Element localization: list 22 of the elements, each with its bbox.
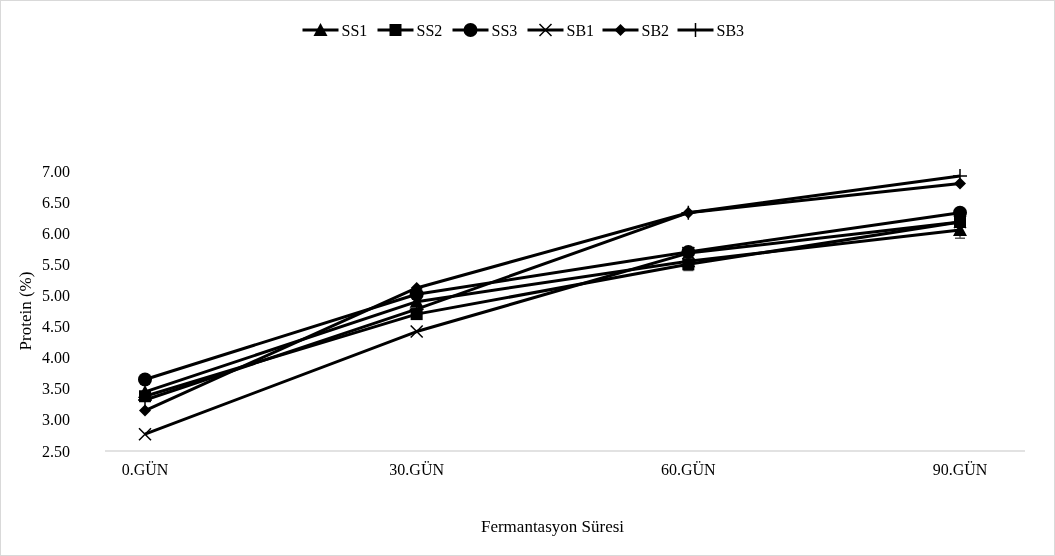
legend-label: SB1 xyxy=(566,21,595,39)
x-tick-label: 60.GÜN xyxy=(661,460,717,478)
legend-label: SS1 xyxy=(341,21,368,39)
legend-label: SB2 xyxy=(641,21,670,39)
y-tick-label: 3.50 xyxy=(42,380,70,398)
legend-label: SS2 xyxy=(416,21,443,39)
y-tick-label: 2.50 xyxy=(42,442,70,460)
y-axis-title: Protein (%) xyxy=(15,271,35,351)
y-tick-label: 5.50 xyxy=(42,255,70,273)
x-axis-title: Fermantasyon Süresi xyxy=(480,516,625,536)
legend-label: SB3 xyxy=(716,21,745,39)
x-tick-label: 30.GÜN xyxy=(389,460,445,478)
y-tick-label: 5.00 xyxy=(42,286,70,304)
y-tick-label: 6.50 xyxy=(42,193,70,211)
y-tick-label: 3.00 xyxy=(42,411,70,429)
y-tick-label: 4.50 xyxy=(42,318,70,336)
legend-label: SS3 xyxy=(491,21,518,39)
y-tick-label: 6.00 xyxy=(42,224,70,242)
y-tick-label: 4.00 xyxy=(42,349,70,367)
x-tick-label: 90.GÜN xyxy=(932,460,988,478)
x-tick-label: 0.GÜN xyxy=(121,460,169,478)
y-tick-label: 7.00 xyxy=(42,162,70,180)
